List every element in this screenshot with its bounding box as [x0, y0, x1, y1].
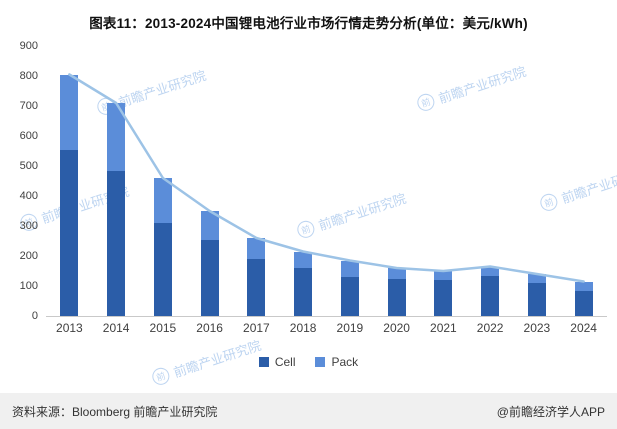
legend-item-cell: Cell — [258, 355, 296, 369]
legend-label: Cell — [274, 355, 296, 369]
x-tick-label: 2017 — [243, 321, 270, 335]
bar-cell-2022 — [481, 275, 500, 316]
y-axis: 0 100 200 300 400 500 600 700 800 900 — [4, 40, 46, 322]
x-tick-label: 2023 — [523, 321, 551, 335]
bar-pack-2018 — [294, 251, 313, 268]
x-tick-label: 2021 — [430, 321, 457, 335]
bar-cell-2023 — [527, 283, 546, 316]
x-tick-label: 2018 — [289, 321, 317, 335]
plot-column: 2013 2014 2015 2016 2017 2018 2019 2020 2021 2022… — [46, 46, 607, 339]
x-tick-label: 2016 — [196, 321, 223, 335]
y-tick-label: 100 — [19, 280, 38, 292]
x-axis: 2013 2014 2015 2016 2017 2018 2019 2020 2021 2022… — [46, 317, 607, 339]
x-tick-label: 2024 — [570, 321, 597, 335]
bar-cell-2019 — [340, 277, 359, 316]
y-tick-label: 700 — [19, 100, 38, 112]
bar-cell-2018 — [294, 268, 313, 316]
bar-pack-2019 — [340, 260, 359, 277]
bar-pack-2021 — [434, 271, 453, 280]
bar-cell-2014 — [107, 170, 126, 316]
y-tick-label: 0 — [31, 310, 38, 322]
y-tick-label: 600 — [19, 130, 38, 142]
bar-pack-2015 — [153, 178, 172, 223]
plot-area — [46, 46, 607, 317]
footer: 资料来源：Bloomberg 前瞻产业研究院 @前瞻经济学人APP — [0, 393, 617, 429]
legend-swatch-cell — [258, 357, 269, 367]
bar-cell-2016 — [200, 239, 219, 316]
bar-pack-2023 — [527, 274, 546, 283]
x-tick-label: 2013 — [56, 321, 83, 335]
chart-title: 图表11：2013-2024中国锂电池行业市场行情走势分析(单位：美元/kWh) — [89, 16, 528, 31]
legend-label: Pack — [331, 355, 359, 369]
trend-line-svg — [68, 73, 585, 283]
trend-line — [68, 73, 585, 283]
legend-item-pack: Pack — [315, 355, 358, 369]
x-tick-label: 2019 — [336, 321, 364, 335]
bar-cell-2015 — [153, 223, 172, 316]
bar-cell-2017 — [247, 259, 266, 316]
y-tick-label: 500 — [19, 160, 38, 172]
y-tick-label: 400 — [19, 190, 38, 202]
bar-pack-2016 — [200, 211, 219, 240]
legend: Cell Pack — [0, 355, 617, 369]
legend-swatch-pack — [315, 357, 326, 367]
y-tick-label: 900 — [19, 40, 38, 52]
bar-pack-2017 — [247, 238, 266, 259]
x-tick-label: 2020 — [383, 321, 410, 335]
bar-pack-2022 — [481, 266, 500, 276]
bar-pack-2013 — [60, 74, 79, 150]
bar-pack-2020 — [387, 268, 406, 279]
x-tick-label: 2015 — [149, 321, 177, 335]
y-tick-label: 200 — [19, 250, 38, 262]
brand-text: @前瞻经济学人APP — [496, 404, 605, 419]
bar-cell-2021 — [434, 280, 453, 316]
bar-cell-2013 — [60, 149, 79, 316]
source-text: 资料来源：Bloomberg 前瞻产业研究院 — [12, 404, 218, 419]
y-tick-label: 800 — [19, 70, 38, 82]
bar-cell-2024 — [574, 290, 593, 316]
bar-pack-2014 — [107, 103, 126, 171]
bar-cell-2020 — [387, 278, 406, 316]
bar-pack-2024 — [574, 281, 593, 291]
x-tick-label: 2014 — [102, 321, 130, 335]
chart-area: 0 100 200 300 400 500 600 700 800 900 2013 2014 201… — [0, 40, 617, 339]
x-tick-label: 2022 — [476, 321, 504, 335]
y-tick-label: 300 — [19, 220, 38, 232]
